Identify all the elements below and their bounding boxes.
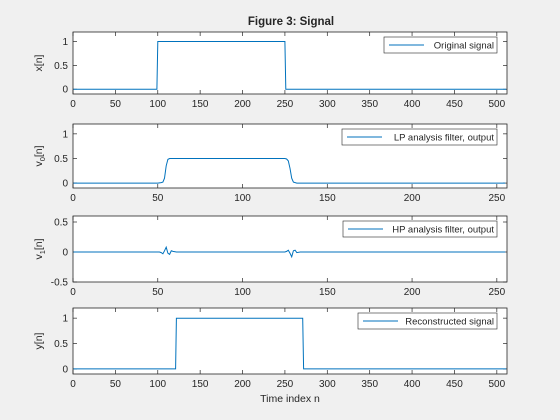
subplot-1: 0 50 100 150 200 250 300 350 400 450 500 0 0.5 1 x[n] O… [33,31,508,110]
legend-box [357,312,498,330]
x-tick-label: 0 [70,287,76,298]
y-tick-label: 0 [62,248,68,259]
x-tick-label: 250 [277,379,294,390]
x-tick-label: 200 [404,287,421,298]
y-tick-label: 0.5 [54,154,68,165]
y-tick-label: 1 [62,314,68,325]
subplot-group: 0 50 100 150 200 250 300 350 400 450 50000.51x[n]O… [33,31,508,390]
legend-label: LP analysis filter, output [394,133,495,144]
y-axis-label: v0[n] [33,145,47,166]
y-axis-label: y[n] [33,332,45,349]
y-tick-label: 1 [62,37,68,48]
x-tick-label: 250 [488,193,505,204]
legend-label: HP analysis filter, output [392,225,494,236]
x-tick-label: 0 [70,193,76,204]
axes-box [72,31,508,95]
series-line [73,245,506,259]
x-tick-label: 0 [70,99,76,110]
axes-box [72,307,508,375]
y-axis-label: x[n] [33,54,45,71]
y-tick-label: 1 [62,129,68,140]
x-tick-label: 350 [361,99,378,110]
x-tick-label: 50 [152,287,164,298]
figure-title: Figure 3: Signal [248,16,334,28]
subplot-3: 0 50 100 150 200 250-0.500.5v1[n]HP analysis … [33,215,508,298]
subplot-2: 0 50 100 150 200 250 0 0.5 1 v0[n] LP analysis fil… [33,123,508,204]
legend-box [383,36,498,54]
x-tick-label: 100 [234,287,251,298]
x-tick-label: 150 [192,379,209,390]
y-tick-label: 0.5 [54,218,68,229]
x-tick-label: 150 [319,193,336,204]
y-tick-label: 0 [62,179,68,190]
legend-label: Reconstructed signal [405,317,494,328]
legend-box [342,220,498,238]
series-line [73,158,506,184]
legend-label: Original signal [434,41,494,52]
x-tick-label: 200 [404,193,421,204]
y-axis-label: v1[n] [33,238,47,259]
x-tick-label: 500 [488,99,505,110]
y-tick-label: 0.5 [54,61,68,72]
x-tick-label: 50 [110,99,122,110]
y-tick-label: 0 [62,85,68,96]
legend: HP analysis filter, output [342,220,498,238]
x-tick-label: 150 [319,287,336,298]
x-tick-label: 500 [488,379,505,390]
axes-box [72,123,508,189]
legend: LP analysis filter, output [341,128,498,146]
x-tick-label: 250 [277,99,294,110]
y-tick-label: 0.5 [54,339,68,350]
x-tick-label: 250 [488,287,505,298]
series-line [73,41,507,90]
x-tick-label: 450 [446,379,463,390]
legend: Reconstructed signal [357,312,498,330]
series-line [73,317,507,370]
x-tick-label: 450 [446,99,463,110]
x-tick-label: 150 [192,99,209,110]
x-tick-label: 400 [404,379,421,390]
x-tick-label: 350 [361,379,378,390]
x-tick-label: 100 [149,99,166,110]
subplot-4: 0 50 100 150 200 250 300 350 400 450 500 0 0.5 1 y[n] R… [33,307,508,390]
x-tick-label: 50 [110,379,122,390]
x-tick-label: 100 [149,379,166,390]
y-tick-label: -0.5 [51,278,69,289]
legend-box [341,128,498,146]
x-tick-label: 200 [234,379,251,390]
x-axis-label: Time index n [260,393,320,405]
legend: Original signal [383,36,498,54]
x-tick-label: 0 [70,379,76,390]
x-tick-label: 200 [234,99,251,110]
x-tick-label: 300 [319,99,336,110]
y-tick-label: 0 [62,364,68,375]
axes-box [72,215,508,283]
x-tick-label: 400 [404,99,421,110]
x-tick-label: 100 [234,193,251,204]
x-tick-label: 300 [319,379,336,390]
x-tick-label: 50 [152,193,164,204]
